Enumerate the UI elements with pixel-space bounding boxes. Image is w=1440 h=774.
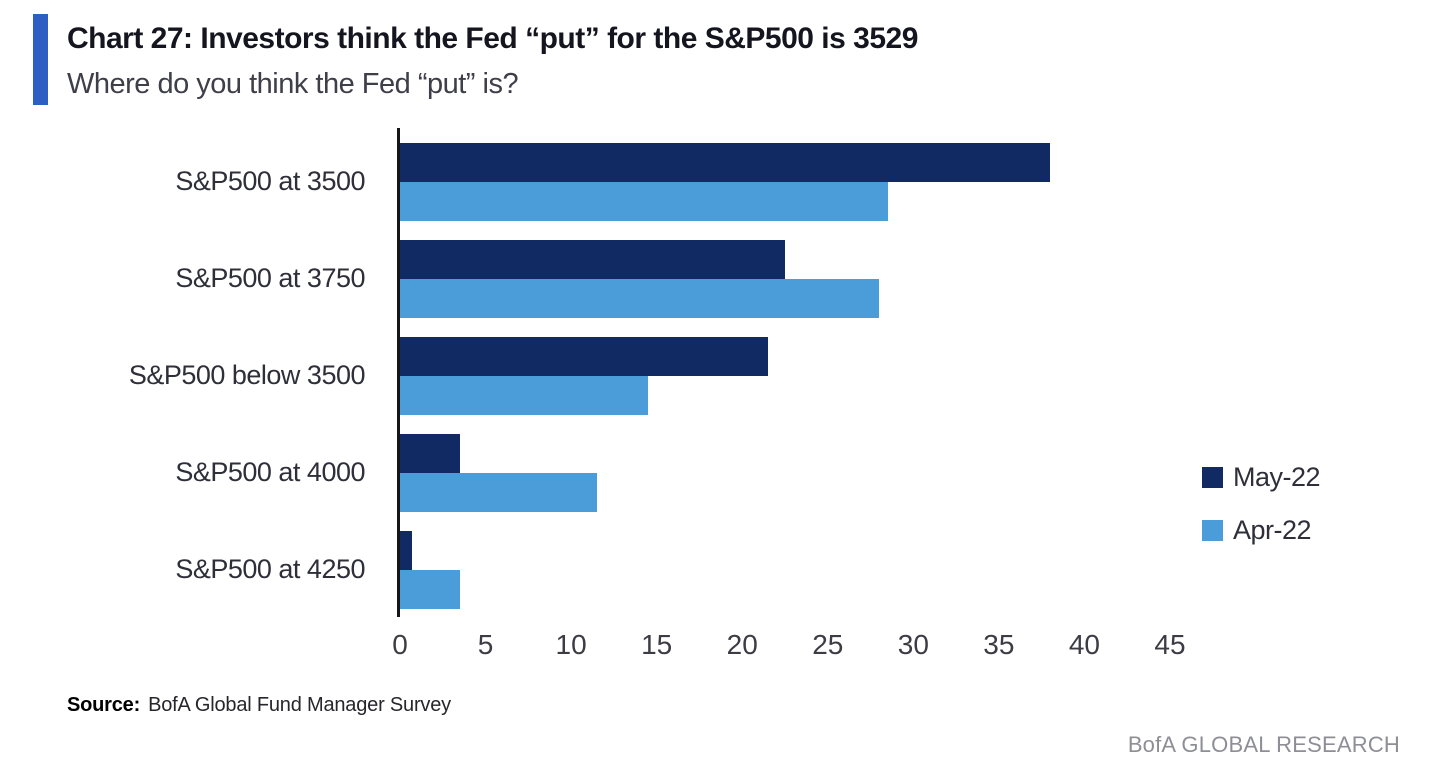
- category-row: S&P500 at 3500: [0, 133, 1440, 230]
- category-row: S&P500 at 3750: [0, 230, 1440, 327]
- bar-may-22: [400, 336, 768, 376]
- legend-swatch-icon: [1202, 520, 1223, 541]
- legend-item-apr-22: Apr-22: [1202, 515, 1320, 546]
- legend-label: Apr-22: [1233, 515, 1312, 545]
- brand-footer: BofA GLOBAL RESEARCH: [1127, 732, 1400, 757]
- chart-subtitle: Where do you think the Fed “put” is?: [67, 68, 519, 100]
- x-axis-ticks: 0 5 10 15 20 25 30 35 40 45: [392, 629, 1200, 669]
- x-tick-label: 15: [641, 629, 673, 660]
- x-tick-label: 0: [392, 629, 408, 660]
- bar-rows: S&P500 at 3500 S&P500 at 3750 S&P500 below…: [0, 133, 1440, 618]
- x-tick-label: 45: [1154, 629, 1186, 660]
- bar-apr-22: [400, 181, 888, 221]
- x-tick-label: 35: [983, 629, 1015, 660]
- x-tick-label: 25: [812, 629, 844, 660]
- x-tick-label: 30: [897, 629, 929, 660]
- bar-apr-22: [400, 472, 597, 512]
- source-note: Source: BofA Global Fund Manager Survey: [67, 694, 451, 717]
- category-label: S&P500 at 4250: [175, 554, 365, 584]
- bar-group: [400, 530, 460, 609]
- chart-title: Chart 27: Investors think the Fed “put” …: [67, 22, 918, 55]
- bar-group: [400, 336, 768, 415]
- bar-apr-22: [400, 375, 649, 415]
- bar-group: [400, 433, 597, 512]
- legend-item-may-22: May-22: [1202, 462, 1321, 493]
- legend-label: May-22: [1233, 462, 1321, 492]
- x-tick-label: 10: [555, 629, 587, 660]
- bar-may-22: [400, 433, 460, 473]
- category-row: S&P500 at 4250: [0, 521, 1440, 618]
- category-label: S&P500 below 3500: [128, 360, 366, 390]
- legend-swatch-icon: [1202, 467, 1223, 488]
- category-row: S&P500 below 3500: [0, 327, 1440, 424]
- bar-may-22: [400, 530, 412, 570]
- bar-apr-22: [400, 569, 460, 609]
- category-label: S&P500 at 3750: [175, 263, 365, 293]
- bar-apr-22: [400, 278, 880, 318]
- x-tick-label: 5: [477, 629, 494, 660]
- plot-area: S&P500 at 3500 S&P500 at 3750 S&P500 below…: [0, 128, 1440, 668]
- y-axis-line: [397, 128, 400, 617]
- category-label: S&P500 at 4000: [175, 457, 365, 487]
- x-tick-label: 20: [726, 629, 758, 660]
- bar-group: [400, 142, 1051, 221]
- title-accent-bar: [33, 14, 48, 105]
- x-tick-label: 40: [1068, 629, 1101, 660]
- bar-may-22: [400, 142, 1051, 182]
- bar-may-22: [400, 239, 785, 279]
- source-label: Source:: [67, 694, 141, 716]
- category-row: S&P500 at 4000: [0, 424, 1440, 521]
- bar-group: [400, 239, 880, 318]
- category-label: S&P500 at 3500: [175, 166, 365, 196]
- legend: May-22 Apr-22: [1202, 462, 1321, 546]
- source-text: BofA Global Fund Manager Survey: [148, 694, 451, 716]
